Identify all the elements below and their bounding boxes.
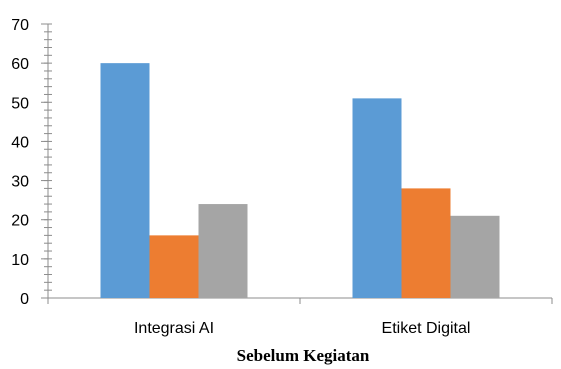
y-tick-label: 10	[11, 252, 29, 269]
bar	[149, 235, 199, 298]
y-tick-label: 40	[11, 134, 29, 151]
x-tick-label: Etiket Digital	[382, 320, 471, 337]
y-tick-label: 20	[11, 213, 29, 230]
x-tick-label: Integrasi AI	[134, 320, 214, 337]
x-axis-title: Sebelum Kegiatan	[237, 346, 370, 365]
bars	[100, 63, 500, 299]
y-tick-label: 70	[11, 17, 29, 34]
y-tick-label: 30	[11, 174, 29, 191]
x-axis	[47, 297, 553, 304]
y-tick-label: 50	[11, 95, 29, 112]
category-labels: Integrasi AI Etiket Digital	[134, 320, 470, 337]
bar	[198, 204, 248, 298]
y-tick-label: 60	[11, 56, 29, 73]
y-axis: 0 10 20 30 40 50 60 70	[11, 17, 52, 308]
y-tick-label: 0	[20, 291, 29, 308]
bar	[450, 215, 500, 298]
bar	[100, 63, 150, 299]
bar	[401, 188, 451, 298]
bar	[352, 98, 402, 298]
